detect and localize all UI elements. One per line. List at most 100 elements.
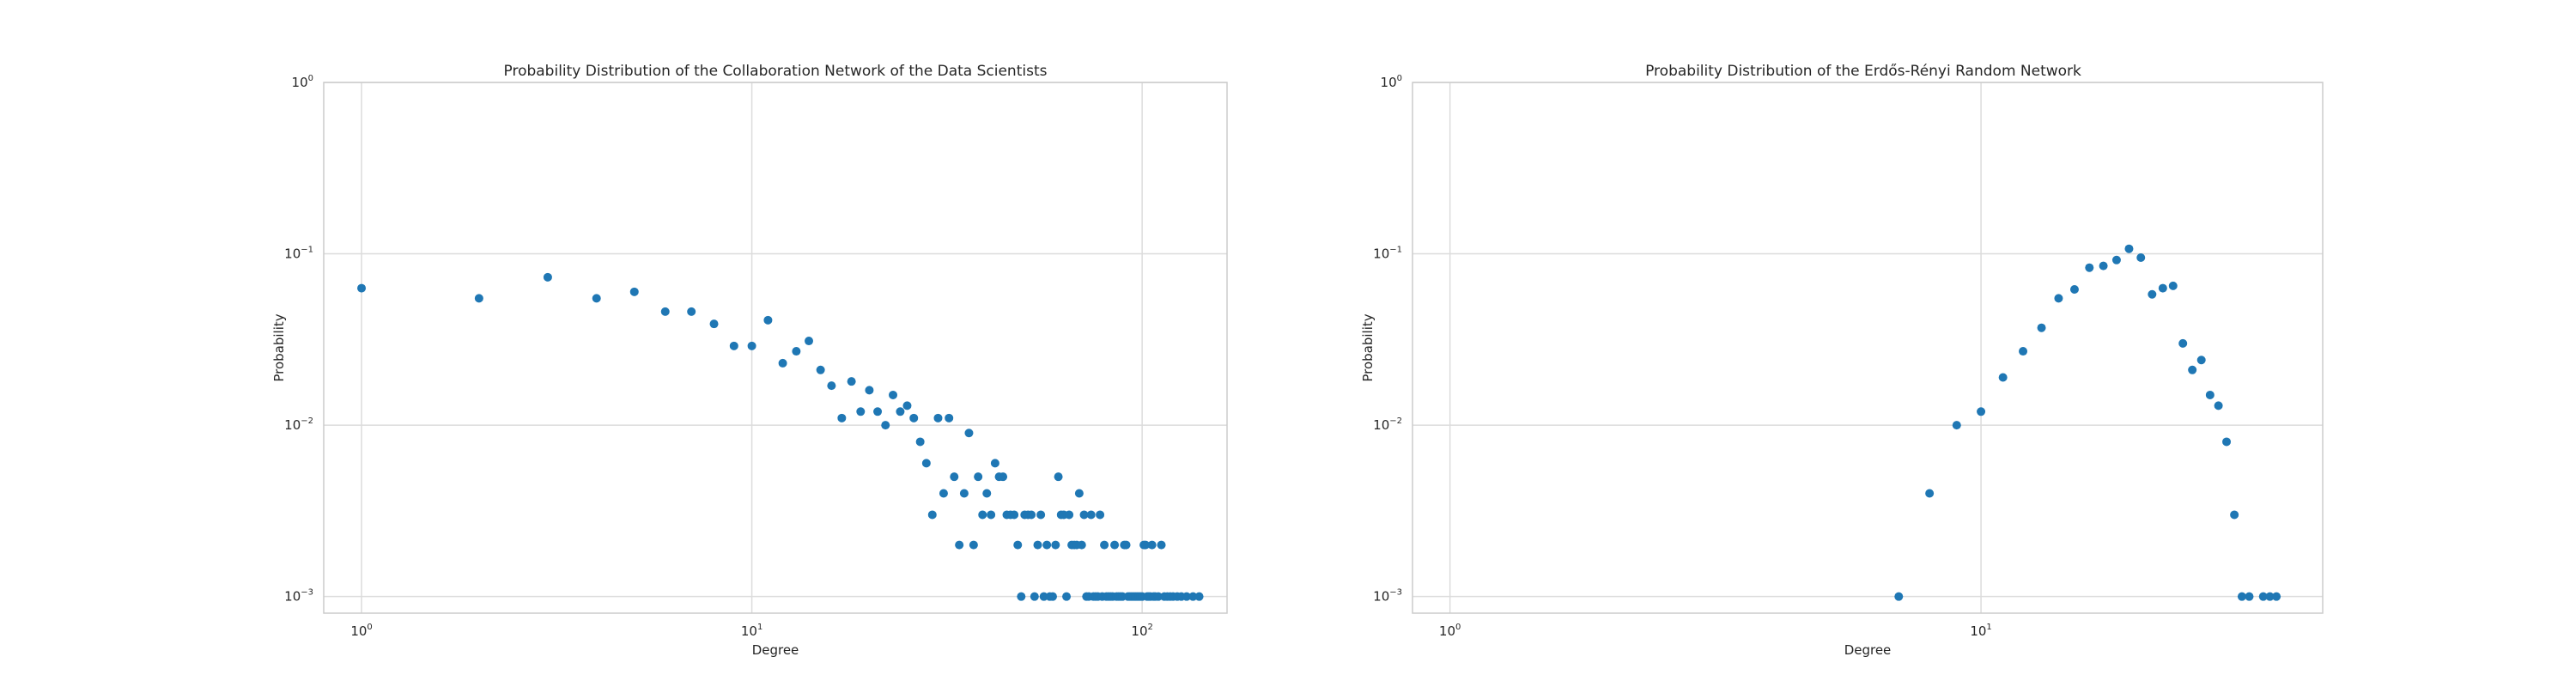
data-point [1188, 592, 1198, 601]
y-tick-label: 10−2 [1373, 416, 1402, 433]
y-axis-label: Probability [1360, 313, 1376, 381]
data-point [2054, 294, 2063, 303]
data-point [1925, 489, 1935, 498]
data-point [1157, 540, 1166, 550]
data-point [2085, 263, 2094, 272]
data-point [964, 429, 974, 438]
data-point [1096, 510, 1105, 520]
data-point [1027, 510, 1036, 520]
data-point [1147, 540, 1157, 550]
data-point [2158, 283, 2167, 293]
data-point [915, 437, 925, 447]
data-point [939, 489, 948, 498]
data-point [1079, 510, 1089, 520]
data-point [2196, 356, 2206, 365]
data-point [2214, 401, 2223, 410]
data-point [2230, 510, 2239, 520]
grid-lines [1413, 82, 2323, 613]
data-point [1141, 540, 1151, 550]
data-point [1110, 540, 1120, 550]
data-point [2099, 261, 2108, 271]
data-point [1013, 540, 1023, 550]
data-point [763, 315, 773, 325]
data-point [2188, 365, 2197, 374]
data-point [687, 307, 696, 316]
data-point [881, 421, 890, 430]
data-point [2265, 592, 2275, 601]
data-point [1017, 592, 1026, 601]
data-point [474, 294, 483, 303]
plot-area-frame [1412, 82, 2324, 614]
data-point [2222, 437, 2232, 447]
data-point [2124, 244, 2134, 253]
data-point [1033, 540, 1042, 550]
data-point [1030, 592, 1039, 601]
chart-title: Probability Distribution of the Erdős-Ré… [1645, 63, 2081, 80]
data-point [1121, 540, 1131, 550]
data-point [2272, 592, 2281, 601]
erdos-renyi-network-chart: Probability Distribution of the Erdős-Ré… [1360, 63, 2324, 658]
data-point [909, 413, 919, 423]
grid-lines [324, 82, 1227, 613]
data-point [592, 294, 601, 303]
data-point [1998, 373, 2008, 382]
data-point [945, 413, 954, 423]
data-point [2148, 289, 2157, 299]
data-point [709, 319, 719, 329]
y-tick-label: 10−1 [1373, 246, 1402, 262]
data-points [357, 272, 1204, 601]
x-tick-label: 102 [1131, 623, 1152, 639]
data-point [729, 341, 738, 350]
plot-area-frame [323, 82, 1228, 614]
data-point [987, 510, 996, 520]
data-point [2019, 347, 2028, 356]
x-tick-label: 101 [741, 623, 762, 639]
data-point [1065, 510, 1074, 520]
data-point [1042, 540, 1052, 550]
data-point [1010, 510, 1019, 520]
data-point [543, 272, 552, 282]
data-point [889, 390, 898, 399]
data-point [902, 401, 912, 410]
chart-title: Probability Distribution of the Collabor… [504, 63, 1048, 80]
data-point [1952, 421, 1961, 430]
data-point [1077, 540, 1086, 550]
data-point [847, 377, 856, 386]
data-point [2168, 281, 2178, 290]
data-point [837, 413, 847, 423]
tick-labels: 100 101 10−3 10−2 10−1 100 [1373, 74, 1992, 639]
y-axis-label: Probability [271, 313, 287, 381]
data-point [805, 337, 814, 346]
data-point [1894, 592, 1904, 601]
data-point [357, 283, 367, 293]
data-points [1894, 244, 2281, 601]
data-point [896, 407, 905, 416]
data-point [1086, 510, 1096, 520]
tick-labels: 100 101 102 10−3 10−2 10−1 100 [284, 74, 1153, 639]
data-point [2136, 252, 2146, 262]
data-point [1062, 592, 1072, 601]
data-point [816, 365, 825, 374]
x-tick-label: 100 [350, 623, 372, 639]
data-point [660, 307, 670, 316]
data-point [1194, 592, 1204, 601]
data-point [921, 459, 931, 468]
data-point [629, 287, 639, 296]
data-point [1036, 510, 1046, 520]
data-point [792, 347, 801, 356]
data-point [1977, 407, 1986, 416]
data-point [1100, 540, 1109, 550]
y-tick-label: 10−1 [284, 246, 313, 262]
data-point [1048, 592, 1057, 601]
data-point [982, 489, 992, 498]
data-point [1054, 472, 1063, 482]
collaboration-network-chart: Probability Distribution of the Collabor… [271, 63, 1228, 658]
data-point [927, 510, 937, 520]
data-point [955, 540, 964, 550]
data-point [2245, 592, 2254, 601]
data-point [827, 381, 836, 391]
data-point [2237, 592, 2246, 601]
data-point [933, 413, 943, 423]
y-tick-label: 100 [292, 74, 313, 90]
